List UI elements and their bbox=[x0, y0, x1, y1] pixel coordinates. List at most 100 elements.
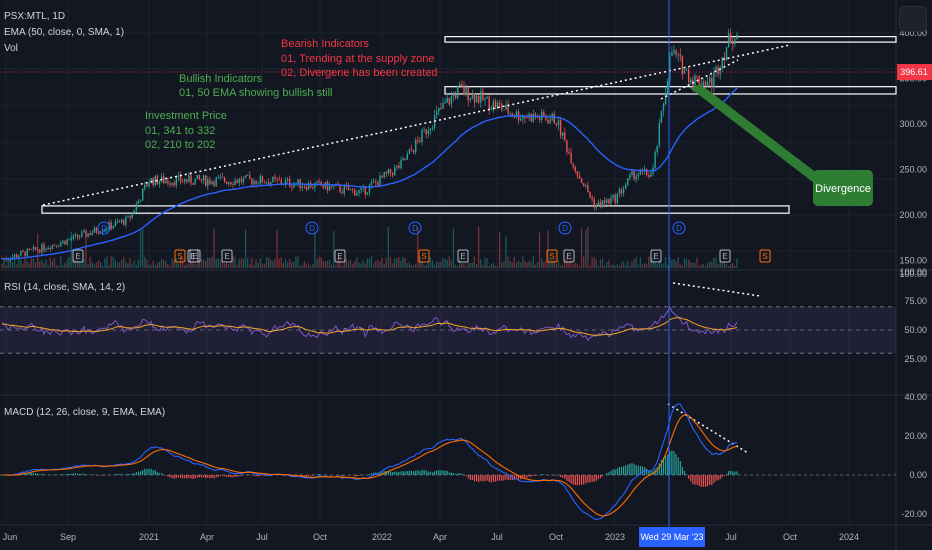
time-tick-label: Jul bbox=[256, 532, 268, 542]
candle-body bbox=[585, 185, 587, 187]
volume-bar bbox=[144, 256, 146, 268]
macd-hist-bar bbox=[93, 474, 95, 475]
macd-hist-bar bbox=[39, 474, 41, 475]
macd-hist-bar bbox=[179, 475, 182, 478]
investment-item-2: 02, 210 to 202 bbox=[145, 139, 215, 151]
marker-label: E bbox=[460, 252, 465, 261]
volume-bar bbox=[528, 260, 530, 268]
candle-body bbox=[190, 175, 192, 184]
macd-hist-bar bbox=[725, 473, 728, 475]
candle-body bbox=[236, 180, 238, 184]
macd-hist-bar bbox=[505, 475, 507, 480]
macd-hist-bar bbox=[129, 474, 131, 475]
volume-bar bbox=[137, 259, 140, 268]
candle-body bbox=[595, 205, 597, 208]
macd-hist-bar bbox=[188, 475, 190, 478]
macd-hist-bar bbox=[253, 475, 255, 476]
volume-bar bbox=[677, 257, 679, 268]
volume-bar bbox=[291, 261, 293, 268]
last-price-badge bbox=[897, 64, 932, 80]
chart-menu-button[interactable] bbox=[899, 6, 927, 32]
macd-hist-bar bbox=[530, 475, 532, 477]
volume-bar bbox=[685, 258, 688, 268]
candle-body bbox=[711, 77, 713, 88]
macd-hist-bar bbox=[394, 471, 396, 475]
macd-hist-bar bbox=[429, 471, 431, 475]
candle-body bbox=[387, 168, 390, 174]
candle-body bbox=[656, 145, 658, 153]
symbol-legend: PSX:MTL, 1D bbox=[4, 11, 66, 22]
macd-hist-bar bbox=[576, 475, 578, 486]
candle-body bbox=[328, 185, 331, 191]
macd-hist-bar bbox=[70, 473, 72, 475]
volume-bar bbox=[232, 256, 234, 268]
volume-bar bbox=[513, 256, 515, 268]
candle-body bbox=[704, 81, 707, 87]
time-tick-label: 2023 bbox=[605, 532, 625, 542]
candle-body bbox=[616, 193, 618, 203]
candle-body bbox=[417, 140, 419, 141]
candle-body bbox=[129, 216, 131, 218]
macd-hist-bar bbox=[450, 472, 452, 475]
macd-hist-bar bbox=[482, 475, 484, 482]
macd-hist-bar bbox=[501, 475, 503, 481]
volume-bar bbox=[66, 260, 68, 268]
volume-bar bbox=[471, 262, 473, 268]
candle-body bbox=[207, 179, 209, 186]
candle-body bbox=[9, 259, 12, 261]
volume-bar bbox=[58, 265, 60, 268]
volume-bar bbox=[307, 263, 310, 268]
divergence-arrow bbox=[690, 84, 826, 186]
volume-bar bbox=[41, 260, 43, 268]
macd-hist-bar bbox=[137, 471, 140, 475]
macd-hist-bar bbox=[497, 475, 499, 481]
macd-hist-bar bbox=[35, 473, 37, 475]
volume-bar bbox=[270, 259, 272, 268]
volume-bar bbox=[47, 265, 49, 268]
volume-bar bbox=[412, 265, 415, 268]
macd-hist-bar bbox=[30, 473, 32, 475]
marker-label: S bbox=[549, 252, 554, 261]
candle-body bbox=[459, 84, 461, 87]
candle-body bbox=[721, 57, 723, 69]
volume-bar bbox=[318, 256, 320, 268]
candle-body bbox=[278, 179, 280, 181]
volume-bar bbox=[160, 258, 163, 268]
volume-bar bbox=[622, 261, 625, 268]
candle-body bbox=[671, 52, 673, 57]
candle-body bbox=[580, 178, 583, 184]
macd-hist-bar bbox=[194, 475, 196, 479]
volume-bar bbox=[517, 260, 520, 268]
candle-body bbox=[358, 190, 360, 194]
macd-hist-bar bbox=[562, 475, 564, 478]
macd-hist-bar bbox=[114, 474, 116, 475]
macd-hist-bar bbox=[83, 473, 85, 475]
volume-bar bbox=[688, 259, 690, 268]
macd-hist-bar bbox=[308, 475, 310, 476]
candle-body bbox=[303, 186, 306, 188]
candle-body bbox=[110, 222, 112, 229]
candle-body bbox=[123, 219, 125, 225]
candle-body bbox=[349, 188, 352, 191]
volume-bar bbox=[589, 265, 591, 268]
candle-body bbox=[268, 182, 270, 185]
candle-body bbox=[356, 193, 358, 196]
candle-body bbox=[219, 176, 222, 178]
volume-bar bbox=[295, 256, 297, 268]
volume-bar bbox=[171, 258, 173, 268]
macd-hist-bar bbox=[679, 460, 681, 475]
candle-body bbox=[354, 189, 356, 196]
volume-bar bbox=[551, 260, 553, 268]
macd-hist-bar bbox=[169, 475, 171, 478]
volume-bar bbox=[198, 261, 200, 268]
volume-bar bbox=[341, 265, 343, 268]
time-tick-label: Jun bbox=[3, 532, 18, 542]
macd-hist-bar bbox=[641, 466, 644, 475]
candle-body bbox=[316, 181, 318, 184]
volume-bar bbox=[522, 256, 524, 268]
candle-body bbox=[436, 111, 438, 116]
volume-bar bbox=[93, 264, 95, 268]
volume-bar bbox=[45, 259, 47, 268]
macd-hist-bar bbox=[108, 474, 110, 475]
